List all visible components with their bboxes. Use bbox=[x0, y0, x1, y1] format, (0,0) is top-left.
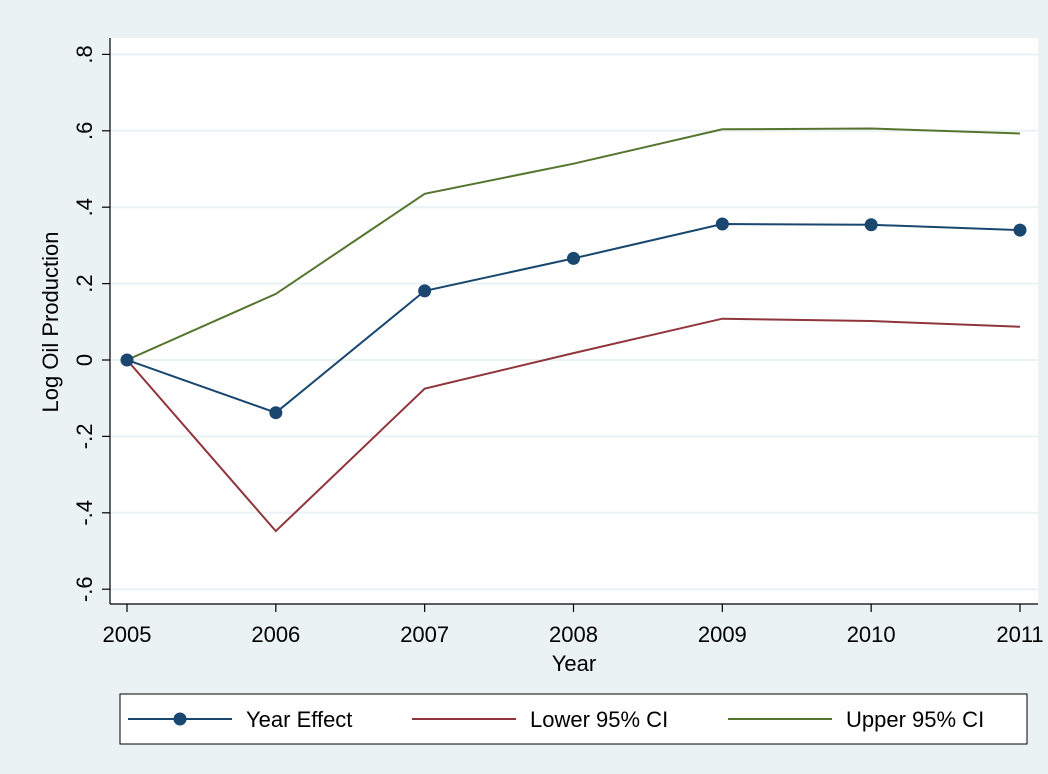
legend-label-lower-95-ci: Lower 95% CI bbox=[530, 707, 668, 732]
y-tick-label: -.2 bbox=[72, 424, 97, 450]
y-tick-label: .4 bbox=[72, 198, 97, 216]
x-tick-label: 2006 bbox=[251, 622, 300, 647]
y-tick-label: -.4 bbox=[72, 500, 97, 526]
y-tick-label: .2 bbox=[72, 274, 97, 292]
plot-area bbox=[110, 38, 1038, 604]
legend-marker-year-effect bbox=[173, 712, 187, 726]
y-tick-label: .8 bbox=[72, 45, 97, 63]
series-line-lower-95-ci bbox=[126, 317, 1021, 533]
legend: Year Effect Lower 95% CI Upper 95% CI bbox=[119, 693, 1028, 745]
x-axis-ticks: 2005 2006 2007 2008 2009 2010 2011 bbox=[103, 604, 1044, 647]
x-tick-label: 2011 bbox=[996, 622, 1043, 647]
y-tick-label: -.6 bbox=[72, 576, 97, 602]
y-tick-label: .6 bbox=[72, 122, 97, 140]
y-axis-ticks: -.6 -.4 -.2 0 .2 .4 .6 .8 bbox=[72, 45, 110, 602]
gridlines bbox=[110, 53, 1038, 591]
data-point-year-effect bbox=[269, 406, 283, 420]
x-tick-label: 2007 bbox=[400, 622, 449, 647]
data-point-year-effect bbox=[715, 217, 729, 231]
y-axis-title: Log Oil Production bbox=[38, 232, 63, 413]
x-axis-title: Year bbox=[552, 651, 596, 676]
legend-label-upper-95-ci: Upper 95% CI bbox=[846, 707, 984, 732]
data-point-year-effect bbox=[1013, 223, 1027, 237]
x-tick-label: 2008 bbox=[549, 622, 598, 647]
legend-label-year-effect: Year Effect bbox=[246, 707, 352, 732]
data-point-year-effect bbox=[567, 251, 580, 265]
y-tick-label: 0 bbox=[72, 354, 97, 366]
legend-box bbox=[119, 693, 1028, 745]
series-layer bbox=[120, 127, 1027, 533]
data-point-year-effect bbox=[418, 284, 432, 298]
x-tick-label: 2009 bbox=[698, 622, 747, 647]
data-point-year-effect bbox=[864, 218, 878, 232]
series-line-upper-95-ci bbox=[126, 127, 1021, 361]
data-point-year-effect bbox=[120, 353, 134, 367]
x-tick-label: 2010 bbox=[847, 622, 896, 647]
x-tick-label: 2005 bbox=[103, 622, 152, 647]
